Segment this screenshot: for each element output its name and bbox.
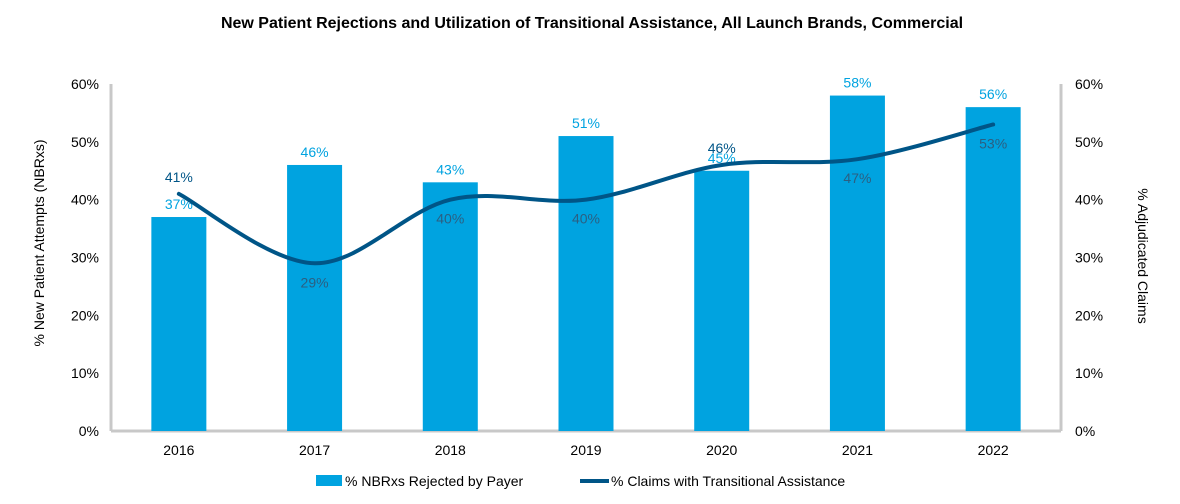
line-data-label: 53% (979, 135, 1007, 151)
y2-tick-label: 50% (1075, 134, 1103, 150)
y2-tick-label: 20% (1075, 307, 1103, 323)
y2-tick-label: 30% (1075, 250, 1103, 266)
left-tick-labels: 0% 10% 20% 30% 40% 50% 60% (71, 76, 99, 439)
y-tick-label: 20% (71, 307, 99, 323)
y-tick-label: 50% (71, 134, 99, 150)
x-tick-label: 2022 (978, 442, 1009, 458)
y-tick-label: 0% (79, 423, 99, 439)
legend: % NBRxs Rejected by Payer % Claims with … (316, 473, 845, 489)
y-tick-label: 10% (71, 365, 99, 381)
x-tick-label: 2016 (163, 442, 194, 458)
bar (287, 164, 343, 431)
line-series: 41% 29% 40% 40% 46% 47% 53% (165, 122, 1007, 290)
right-tick-labels: 0% 10% 20% 30% 40% 50% 60% (1075, 76, 1103, 439)
x-tick-label: 2017 (299, 442, 330, 458)
x-tick-label: 2018 (435, 442, 466, 458)
series-line (176, 122, 996, 266)
line-data-label: 47% (843, 170, 871, 186)
bar-data-label: 43% (436, 161, 464, 177)
y2-tick-label: 40% (1075, 192, 1103, 208)
chart-title: New Patient Rejections and Utilization o… (221, 15, 963, 32)
bar-data-label: 51% (572, 115, 600, 131)
bar (558, 136, 614, 432)
y-tick-label: 40% (71, 192, 99, 208)
x-tick-label: 2019 (570, 442, 601, 458)
y-tick-label: 30% (71, 250, 99, 266)
y2-tick-label: 60% (1075, 76, 1103, 92)
bar (694, 170, 750, 431)
line-data-label: 46% (708, 140, 736, 156)
bar-data-label: 56% (979, 86, 1007, 102)
y2-tick-label: 10% (1075, 365, 1103, 381)
bar (965, 107, 1021, 431)
line-data-label: 29% (301, 274, 329, 290)
x-tick-labels: 2016 2017 2018 2019 2020 2021 2022 (163, 442, 1009, 458)
legend-swatch-bars (316, 475, 342, 486)
legend-label-bars: % NBRxs Rejected by Payer (345, 473, 524, 489)
line-data-label: 40% (572, 211, 600, 227)
line-data-label: 41% (165, 169, 193, 185)
x-tick-label: 2020 (706, 442, 737, 458)
y2-tick-label: 0% (1075, 423, 1095, 439)
y2-axis-label: % Adjudicated Claims (1135, 188, 1151, 323)
y-axis-label: % New Patient Attempts (NBRxs) (31, 140, 47, 347)
line-data-label: 40% (436, 211, 464, 227)
bar-data-label: 46% (301, 144, 329, 160)
bar (422, 182, 478, 431)
legend-label-line: % Claims with Transitional Assistance (611, 473, 845, 489)
bar-data-label: 58% (843, 75, 871, 91)
bar-data-label: 45% (708, 150, 736, 166)
bar-series: 37%46%43%51%45%58%56% (151, 75, 1021, 432)
bar (829, 95, 885, 432)
y-tick-label: 60% (71, 76, 99, 92)
bar (151, 217, 207, 431)
x-tick-label: 2021 (842, 442, 873, 458)
